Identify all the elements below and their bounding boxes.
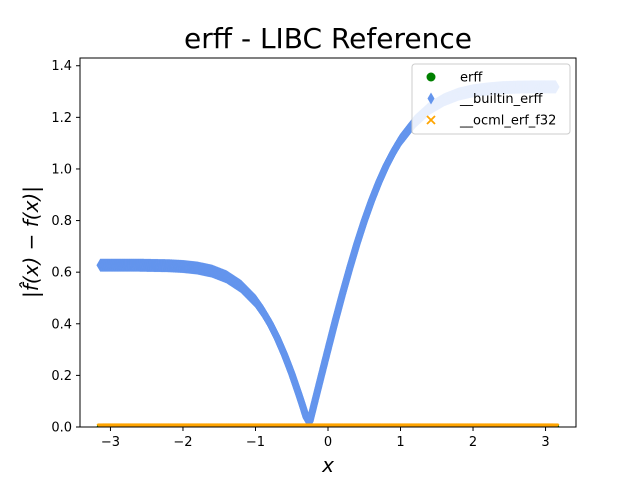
series-ocml-erf-f32	[96, 423, 560, 427]
legend-marker	[426, 115, 436, 125]
y-tick-label: 0.2	[51, 369, 72, 384]
x-tick-label: −2	[173, 435, 192, 450]
y-tick-label: 1.2	[51, 111, 72, 126]
y-axis: 0.0 0.2 0.4 0.6 0.8 1.0 1.2 1.4	[51, 59, 80, 436]
legend-label: __builtin_erff	[459, 92, 544, 107]
x-tick-label: 2	[469, 435, 477, 450]
y-tick-label: 0.6	[51, 266, 72, 281]
chart-title: erff - LIBC Reference	[184, 22, 472, 55]
y-axis-label: |f̂(x) − f(x)|	[19, 186, 43, 298]
legend-marker	[427, 92, 435, 105]
y-tick-label: 0.0	[51, 421, 72, 436]
x-tick-label: 1	[396, 435, 404, 450]
y-tick-label: 0.4	[51, 317, 72, 332]
x-axis-label: x	[321, 453, 334, 477]
legend-label: erff	[460, 71, 483, 86]
data-point	[552, 423, 560, 427]
legend-marker	[426, 72, 436, 82]
legend-box	[411, 63, 571, 135]
x-tick-label: 3	[541, 435, 549, 450]
x-tick-label: 0	[324, 435, 332, 450]
y-tick-label: 1.4	[51, 59, 72, 74]
legend-label: __ocml_erf_f32	[459, 114, 556, 129]
x-tick-label: −3	[101, 435, 120, 450]
x-axis: −3 −2 −1 0 1 2 3	[101, 427, 550, 450]
legend: erff __builtin_erff __ocml_erf_f32	[411, 63, 571, 135]
y-tick-label: 0.8	[51, 214, 72, 229]
y-tick-label: 1.0	[51, 162, 72, 177]
x-tick-label: −1	[246, 435, 265, 450]
